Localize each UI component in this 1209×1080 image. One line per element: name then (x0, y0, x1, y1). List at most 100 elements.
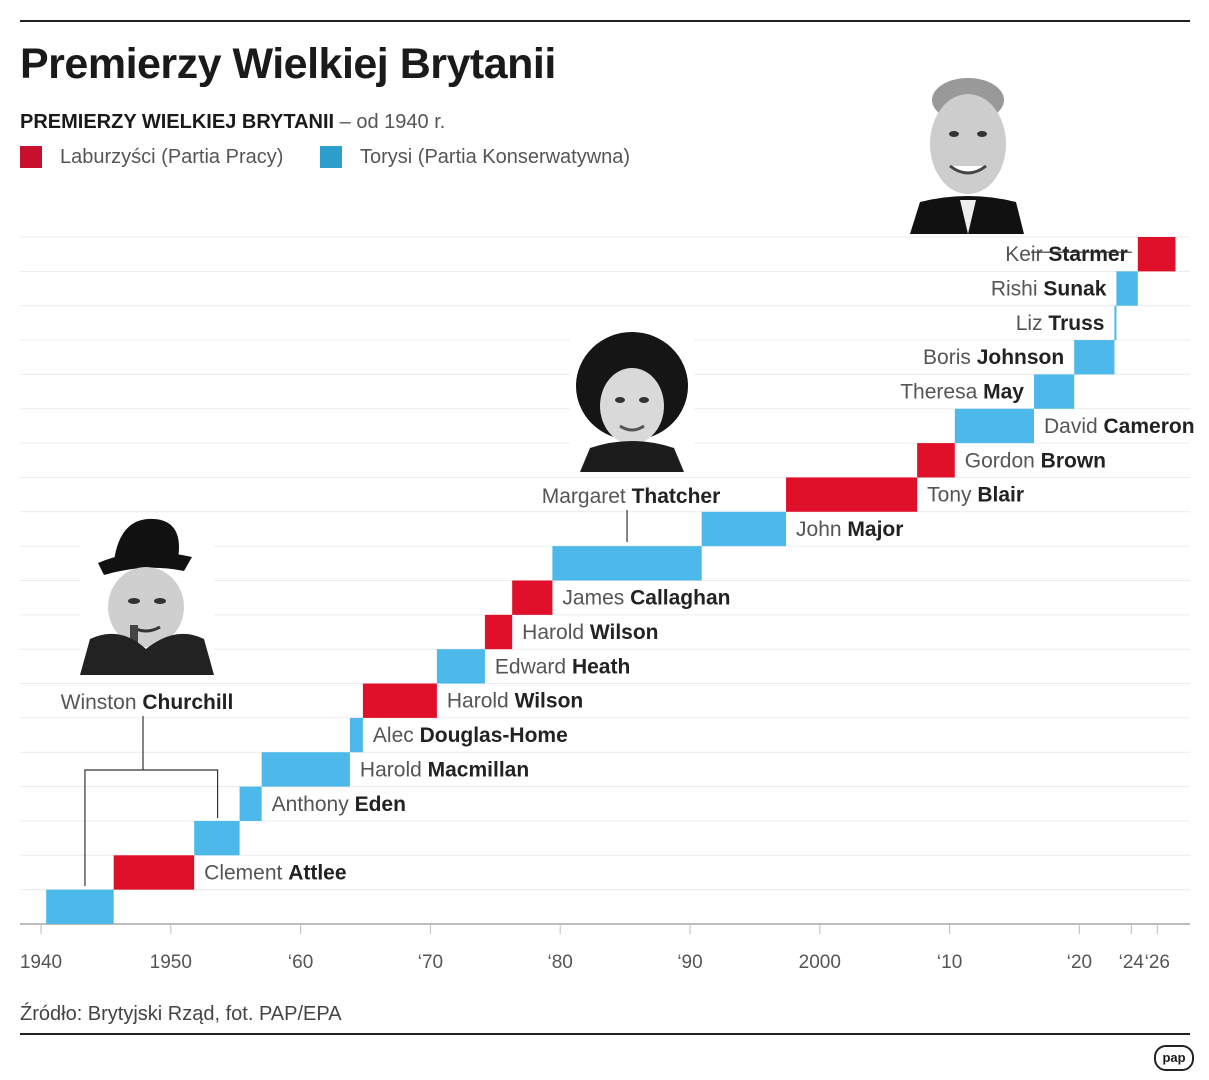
x-tick-label: 1950 (150, 952, 192, 973)
x-tick-label: ‘60 (288, 952, 313, 973)
page-title: Premierzy Wielkiej Brytanii (20, 40, 556, 88)
pap-logo: pap (1154, 1045, 1194, 1071)
thatcher-portrait (570, 330, 694, 472)
pm-last-name: Wilson (590, 621, 659, 644)
pm-last-name: Johnson (977, 346, 1065, 369)
churchill-portrait (80, 515, 214, 675)
x-tick-label: ‘80 (548, 952, 573, 973)
term-bar (552, 546, 702, 581)
term-label: Harold Wilson (522, 621, 658, 644)
term-label: Keir Starmer (1005, 243, 1128, 266)
pm-last-name: Macmillan (428, 758, 530, 781)
term-label: Edward Heath (495, 655, 630, 678)
pm-last-name: Callaghan (630, 587, 730, 610)
pm-first-name: Winston (61, 691, 143, 714)
callout-label: Winston Churchill (61, 691, 234, 714)
pm-first-name: David (1044, 415, 1104, 438)
term-label: Liz Truss (1016, 312, 1105, 335)
term-label: Harold Macmillan (360, 758, 529, 781)
x-tick-label: ‘24 (1119, 952, 1145, 973)
labour-swatch (20, 146, 42, 168)
source-note: Źródło: Brytyjski Rząd, fot. PAP/EPA (20, 1003, 342, 1025)
term-bar (349, 717, 363, 753)
x-tick-label: ‘26 (1145, 952, 1170, 973)
term-bar (484, 614, 513, 650)
pm-last-name: Blair (977, 484, 1024, 507)
legend-item-labour: Laburzyści (Partia Pracy) (20, 144, 283, 170)
term-label: Tony Blair (927, 484, 1024, 507)
term-bar (786, 477, 918, 512)
pm-first-name: Harold (360, 758, 428, 781)
pm-first-name: Liz (1016, 312, 1049, 335)
term-label: Boris Johnson (923, 346, 1064, 369)
pm-first-name: Rishi (991, 278, 1044, 301)
term-label: Theresa May (900, 381, 1024, 404)
term-bar (113, 855, 195, 890)
pm-first-name: Edward (495, 655, 572, 678)
pm-last-name: Eden (355, 793, 406, 816)
pm-last-name: Attlee (288, 861, 346, 884)
pm-last-name: May (983, 381, 1024, 404)
bottom-rule (20, 1033, 1190, 1035)
pm-first-name: Alec (373, 724, 420, 747)
pm-last-name: Major (847, 518, 903, 541)
pm-last-name: Starmer (1048, 243, 1127, 266)
term-bar (917, 443, 955, 478)
term-bar (1114, 305, 1117, 341)
term-label: Anthony Eden (272, 793, 406, 816)
pm-first-name: Margaret (542, 485, 632, 508)
term-bar (1033, 374, 1075, 409)
term-label: Clement Attlee (204, 861, 346, 884)
term-bar (261, 752, 350, 787)
pm-last-name: Cameron (1104, 415, 1195, 438)
pm-first-name: Harold (447, 690, 515, 713)
pm-last-name: Heath (572, 655, 630, 678)
pm-last-name: Wilson (515, 690, 584, 713)
pm-last-name: Sunak (1043, 278, 1106, 301)
pm-first-name: Harold (522, 621, 590, 644)
term-bar (239, 786, 262, 821)
pm-last-name: Churchill (142, 691, 233, 714)
term-bar (512, 580, 553, 615)
legend-label-labour: Laburzyści (Partia Pracy) (60, 145, 284, 168)
x-tick-label: ‘10 (937, 952, 962, 973)
subtitle-rest: – od 1940 r. (334, 111, 446, 133)
pm-first-name: Gordon (965, 449, 1041, 472)
x-tick-label: 1940 (20, 952, 62, 973)
timeline-chart: 1940 1950 ‘60 ‘70 ‘80 ‘90 2000 ‘10 ‘20 ‘24 ‘26 Clem… (20, 236, 1195, 973)
term-label: Gordon Brown (965, 449, 1106, 472)
term-label: Rishi Sunak (991, 278, 1107, 301)
pm-first-name: Clement (204, 861, 288, 884)
conservative-swatch (320, 146, 342, 168)
x-tick-label: ‘20 (1067, 952, 1092, 973)
term-label: Alec Douglas-Home (373, 724, 568, 747)
term-bar (954, 408, 1034, 444)
pm-last-name: Thatcher (632, 485, 721, 508)
term-bar (194, 820, 240, 856)
pm-first-name: Boris (923, 346, 977, 369)
term-label: James Callaghan (562, 587, 730, 610)
pm-first-name: Tony (927, 484, 977, 507)
term-bar (436, 649, 485, 684)
term-bar (46, 889, 114, 924)
term-bar (701, 511, 787, 547)
callout-label: Margaret Thatcher (542, 485, 721, 508)
pm-first-name: Keir (1005, 243, 1048, 266)
pm-last-name: Truss (1048, 312, 1104, 335)
x-tick-label: ‘90 (677, 952, 702, 973)
x-tick-label: ‘70 (418, 952, 443, 973)
pm-last-name: Douglas-Home (420, 724, 568, 747)
term-label: Harold Wilson (447, 690, 583, 713)
term-bar (1116, 271, 1138, 306)
legend-item-conservative: Torysi (Partia Konserwatywna) (320, 144, 630, 170)
subtitle-bold: PREMIERZY WIELKIEJ BRYTANII (20, 111, 335, 133)
top-rule (20, 20, 1190, 22)
subtitle: PREMIERZY WIELKIEJ BRYTANII – od 1940 r. (20, 111, 445, 134)
term-bar (1137, 237, 1176, 272)
pm-last-name: Brown (1041, 449, 1106, 472)
callout-leader (84, 716, 219, 886)
term-bar (1074, 340, 1115, 375)
term-label: David Cameron (1044, 415, 1195, 438)
pm-first-name: Theresa (900, 381, 983, 404)
term-label: John Major (796, 518, 903, 541)
